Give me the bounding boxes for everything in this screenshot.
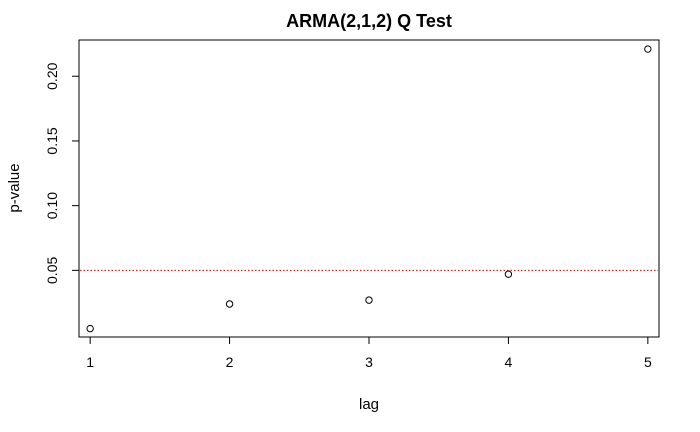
x-axis-label: lag [359,396,379,413]
y-axis-label: p-value [6,163,23,212]
data-point [86,324,94,333]
x-tick-label: 5 [644,354,652,370]
data-point [504,270,513,278]
x-axis: 1 2 3 4 5 [86,337,652,370]
y-axis: 0.05 0.10 0.15 0.20 [44,62,79,284]
x-tick-label: 4 [505,354,513,370]
data-point [225,300,234,308]
x-tick-label: 3 [365,354,373,370]
data-point [644,45,652,53]
plot-frame [78,39,660,338]
x-tick-label: 1 [86,354,94,370]
chart-title: ARMA(2,1,2) Q Test [286,11,452,31]
y-tick-label: 0.05 [44,257,60,284]
data-points [86,45,652,333]
y-tick-label: 0.15 [44,127,60,154]
x-tick-label: 2 [226,354,234,370]
data-point [365,296,373,304]
y-tick-label: 0.10 [44,192,60,219]
y-tick-label: 0.20 [44,62,60,89]
